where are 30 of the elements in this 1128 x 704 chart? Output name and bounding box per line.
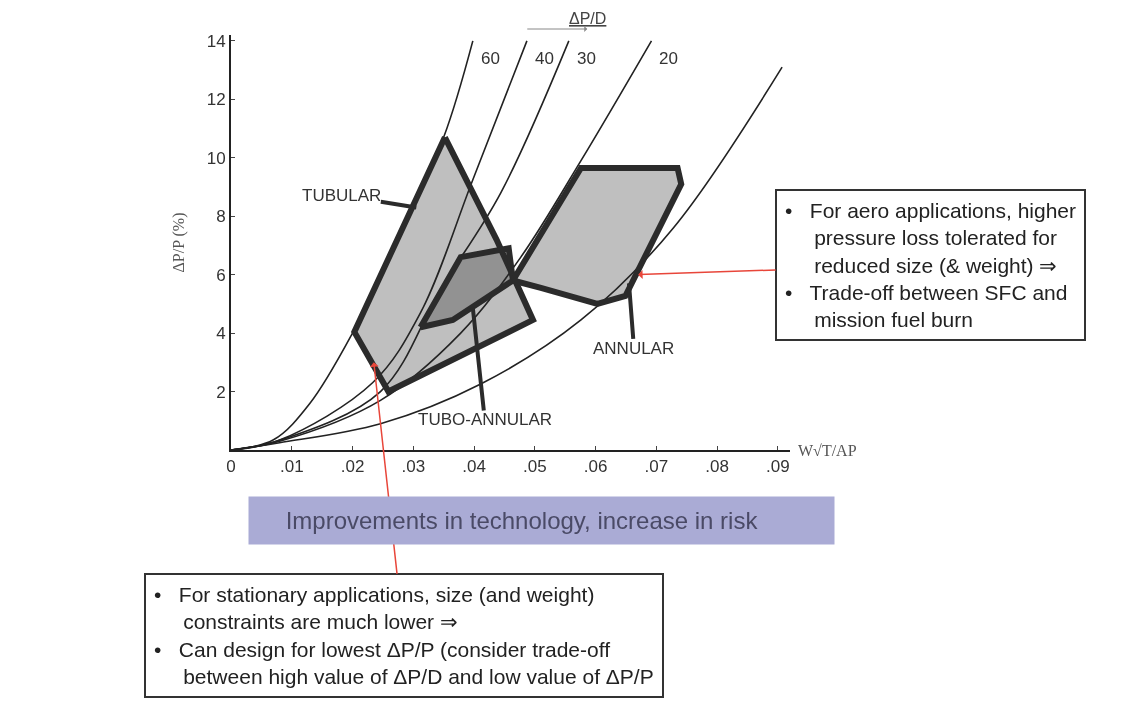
text: Improvements in technology, increase in risk: [259, 507, 825, 534]
y-tick-label: 12: [206, 90, 226, 110]
x-tick-label: .07: [644, 457, 669, 477]
annotation: ANNULAR: [593, 339, 675, 358]
y-tick-label: 2: [216, 382, 226, 402]
y-tick-label: 14: [206, 31, 226, 51]
series-label: 20: [659, 49, 678, 68]
series-label: 30: [577, 49, 596, 68]
y-axis-title: ΔP/P (%): [170, 212, 189, 273]
x-tick-label: .01: [279, 457, 304, 477]
y-tick-label: 6: [216, 265, 226, 285]
annotation: • For aero applications, higher pressure loss tolerated for reduced size (& weight) ⇒ • Trade-off between SFC and mission fuel burn: [785, 199, 1077, 332]
x-tick-label: .06: [583, 457, 608, 477]
y-tick-label: 8: [216, 207, 226, 227]
x-tick-label: 0: [226, 457, 236, 477]
x-tick-label: .04: [462, 457, 486, 477]
annotation: TUBO-ANNULAR: [418, 410, 553, 429]
annotation: TUBULAR: [302, 186, 382, 205]
y-tick-label: 10: [206, 148, 226, 168]
x-tick-label: .03: [401, 457, 426, 477]
x-tick-label: .09: [766, 457, 790, 477]
annotation: • For stationary applications, size (and weight) constraints are much lower ⇒ • Can design for lowest ΔP/P (consider trade-off between high value of ΔP/D and low value of ΔP/P: [154, 583, 654, 688]
x-tick-label: .05: [522, 457, 547, 477]
y-tick-label: 4: [216, 324, 226, 344]
x-axis-title: W√T/AP: [798, 442, 857, 459]
x-tick-label: .08: [705, 457, 729, 477]
x-tick-label: .02: [340, 457, 365, 477]
series-label: 40: [535, 49, 554, 68]
series-label: 60: [481, 49, 500, 68]
legend-title: ΔP/D: [569, 10, 607, 27]
